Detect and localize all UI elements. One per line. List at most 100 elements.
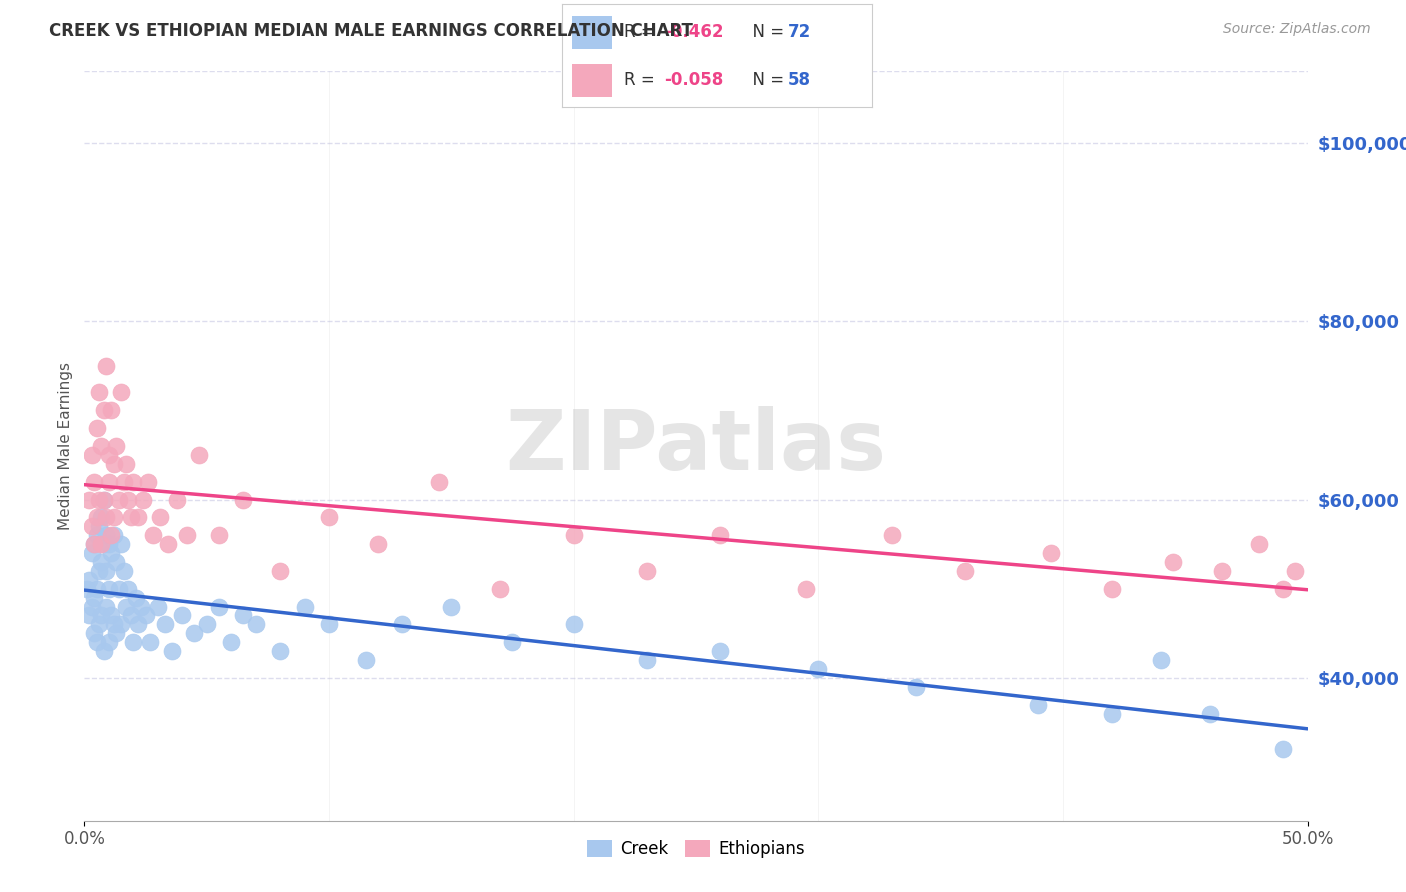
Point <box>232 608 254 623</box>
Point <box>120 510 142 524</box>
Point <box>103 510 125 524</box>
Point <box>86 421 108 435</box>
Point <box>502 635 524 649</box>
Text: Source: ZipAtlas.com: Source: ZipAtlas.com <box>1223 22 1371 37</box>
Point <box>112 564 135 578</box>
Point <box>1150 653 1173 667</box>
Point <box>129 599 152 614</box>
Point <box>807 662 830 676</box>
Point <box>77 573 100 587</box>
Point <box>245 617 267 632</box>
Point <box>440 599 463 614</box>
Point <box>93 403 115 417</box>
Point <box>90 555 112 569</box>
Point <box>1272 582 1295 596</box>
Point <box>83 537 105 551</box>
Point <box>86 528 108 542</box>
Point <box>188 448 211 462</box>
Point <box>103 528 125 542</box>
Point <box>127 617 149 632</box>
Point <box>87 617 110 632</box>
Legend: Creek, Ethiopians: Creek, Ethiopians <box>581 833 811 864</box>
Point <box>1247 537 1270 551</box>
Point <box>183 626 205 640</box>
Point <box>83 626 105 640</box>
Point <box>636 564 658 578</box>
Y-axis label: Median Male Earnings: Median Male Earnings <box>58 362 73 530</box>
Text: R =: R = <box>624 71 661 89</box>
Point <box>120 608 142 623</box>
Point <box>1101 706 1123 721</box>
Point <box>391 617 413 632</box>
Point <box>117 492 139 507</box>
Point <box>117 582 139 596</box>
Text: ZIPatlas: ZIPatlas <box>506 406 886 486</box>
Point <box>153 617 176 632</box>
Point <box>1284 564 1306 578</box>
Point <box>90 510 112 524</box>
Text: -0.058: -0.058 <box>665 71 724 89</box>
Point <box>100 528 122 542</box>
Text: R =: R = <box>624 23 661 41</box>
Point <box>105 555 128 569</box>
Point <box>87 564 110 578</box>
Point <box>83 537 105 551</box>
Point <box>1272 742 1295 756</box>
Bar <box>572 64 612 96</box>
Point <box>77 608 100 623</box>
Text: N =: N = <box>742 71 789 89</box>
Point <box>100 608 122 623</box>
Point <box>96 599 118 614</box>
Point <box>93 644 115 658</box>
Point <box>1198 706 1220 721</box>
Point <box>219 635 242 649</box>
Point <box>354 653 377 667</box>
Point <box>636 653 658 667</box>
Point <box>76 582 98 596</box>
Point <box>172 608 194 623</box>
Point <box>80 448 103 462</box>
Point <box>93 492 115 507</box>
Point <box>127 510 149 524</box>
Point <box>208 599 231 614</box>
Point <box>166 492 188 507</box>
Point <box>87 385 110 400</box>
Point <box>86 510 108 524</box>
Point <box>86 582 108 596</box>
Point <box>96 510 118 524</box>
Point <box>149 510 172 524</box>
Point <box>208 528 231 542</box>
Point <box>97 582 120 596</box>
Point <box>122 475 145 489</box>
Point <box>87 492 110 507</box>
Point <box>100 403 122 417</box>
Point <box>96 528 118 542</box>
Point <box>83 475 105 489</box>
Text: -0.462: -0.462 <box>665 23 724 41</box>
Bar <box>572 16 612 48</box>
Point <box>115 457 138 471</box>
Point <box>107 492 129 507</box>
Point <box>132 492 155 507</box>
Point <box>136 475 159 489</box>
Text: 72: 72 <box>789 23 811 41</box>
Point <box>880 528 903 542</box>
Point <box>112 475 135 489</box>
Point <box>110 537 132 551</box>
Point <box>1211 564 1233 578</box>
Point <box>96 564 118 578</box>
Point <box>97 635 120 649</box>
Point <box>103 457 125 471</box>
Point <box>96 359 118 373</box>
Text: CREEK VS ETHIOPIAN MEDIAN MALE EARNINGS CORRELATION CHART: CREEK VS ETHIOPIAN MEDIAN MALE EARNINGS … <box>49 22 693 40</box>
Point <box>107 582 129 596</box>
Point <box>318 617 340 632</box>
Point <box>135 608 157 623</box>
Point <box>794 582 817 596</box>
Point <box>195 617 218 632</box>
Point <box>110 617 132 632</box>
Point <box>905 680 928 694</box>
Point <box>105 626 128 640</box>
Point <box>100 546 122 560</box>
Point <box>87 519 110 533</box>
